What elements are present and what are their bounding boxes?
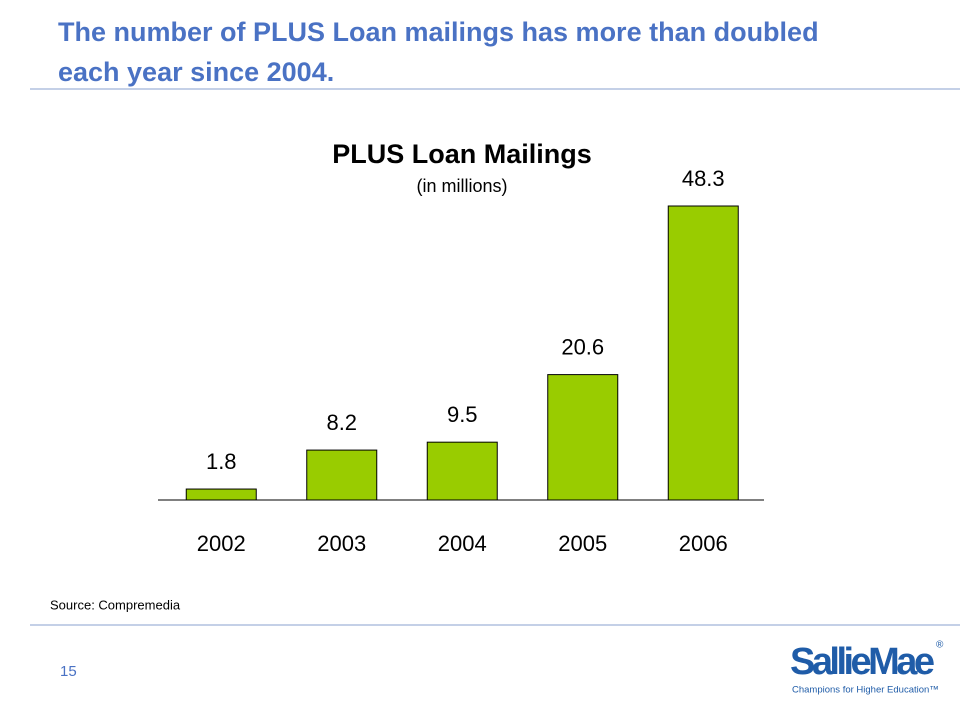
- x-tick-label: 2004: [438, 531, 487, 556]
- bar: [426, 441, 498, 501]
- logo: SallieMae: [790, 641, 934, 683]
- x-tick-label: 2003: [317, 531, 366, 556]
- x-tick-label: 2006: [679, 531, 728, 556]
- chart-title: PLUS Loan Mailings: [332, 139, 592, 169]
- value-label: 48.3: [682, 166, 725, 191]
- bar: [667, 205, 739, 501]
- bar: [185, 488, 257, 501]
- value-label: 8.2: [326, 410, 357, 435]
- bar: [306, 449, 378, 501]
- x-tick-label: 2002: [197, 531, 246, 556]
- logo-mark: ®: [936, 640, 944, 651]
- chart-subtitle: (in millions): [416, 176, 507, 196]
- slide-title: The number of PLUS Loan mailings has mor…: [58, 17, 819, 87]
- source: Source: Compremedia: [50, 597, 181, 612]
- x-tick-label: 2005: [558, 531, 607, 556]
- logo-tagline: Champions for Higher Education™: [792, 685, 939, 696]
- value-label: 20.6: [561, 334, 604, 359]
- value-label: 9.5: [447, 402, 478, 427]
- bar: [547, 374, 619, 501]
- page-number: 15: [60, 663, 77, 680]
- value-label: 1.8: [206, 449, 237, 474]
